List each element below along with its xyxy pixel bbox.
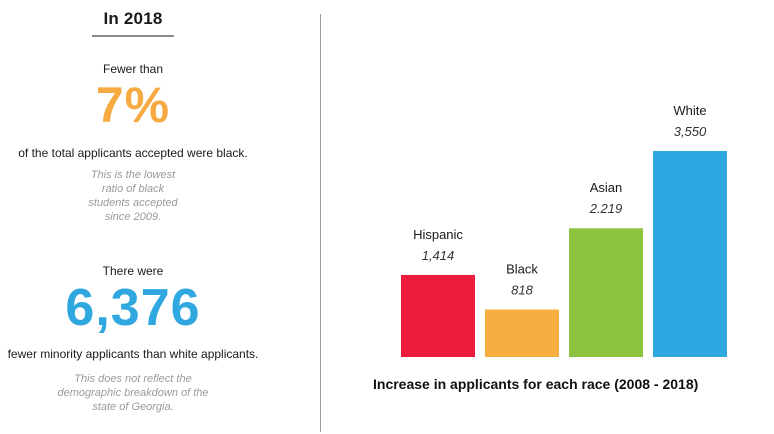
bar-asian: [569, 228, 643, 357]
note-line: students accepted: [88, 197, 178, 209]
stat1-note: This is the lowest ratio of black studen…: [70, 168, 196, 224]
stat1-description: of the total applicants accepted were bl…: [18, 146, 248, 160]
category-label: Black: [506, 262, 538, 277]
summary-panel: In 2018 Fewer than 7% of the total appli…: [0, 0, 320, 434]
stat2-lead: There were: [102, 264, 164, 278]
stat1-lead: Fewer than: [102, 62, 164, 76]
bar-white: [653, 151, 727, 357]
applicants-bar-chart: Hispanic 1,414 Black 818 Asian 2.219 White 3,55…: [401, 103, 727, 357]
note-line: This does not reflect the: [74, 373, 192, 385]
heading-underline: [92, 35, 174, 37]
value-label: 1,414: [422, 248, 455, 263]
stat1-value: 7%: [95, 77, 171, 133]
note-line: state of Georgia.: [92, 401, 174, 413]
stat2-description: fewer minority applicants than white app…: [7, 347, 259, 361]
chart-title: Increase in applicants for each race (20…: [373, 376, 699, 392]
stat2-value: 6,376: [65, 279, 201, 337]
category-label: White: [673, 103, 706, 118]
panel-heading: In 2018: [103, 9, 163, 28]
vertical-divider: [320, 14, 321, 432]
category-label: Hispanic: [413, 227, 463, 242]
note-line: ratio of black: [101, 183, 165, 195]
category-label: Asian: [590, 180, 623, 195]
value-label: 818: [511, 283, 533, 298]
stat2-note: This does not reflect the demographic br…: [40, 372, 226, 414]
bar-hispanic: [401, 274, 475, 357]
note-line: demographic breakdown of the: [57, 387, 209, 399]
bar-black: [485, 309, 559, 357]
value-label: 2.219: [589, 201, 623, 216]
value-label: 3,550: [674, 124, 707, 139]
note-line: since 2009.: [104, 211, 162, 223]
note-line: This is the lowest: [90, 169, 176, 181]
